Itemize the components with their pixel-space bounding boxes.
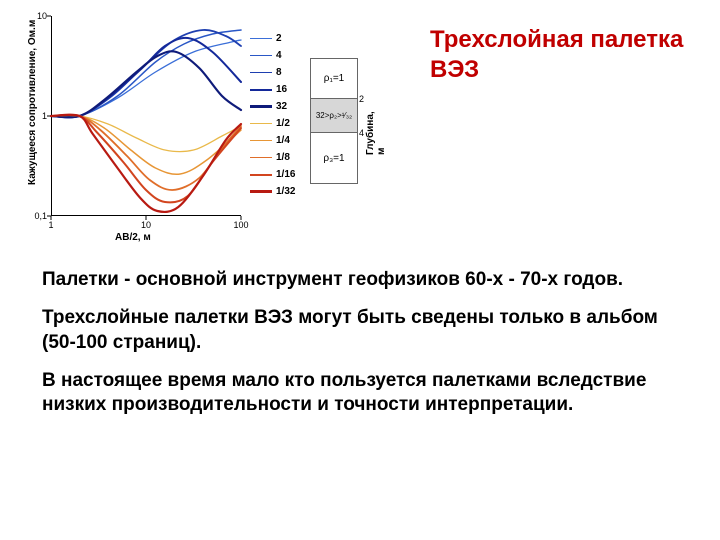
legend-label: 16 — [276, 84, 287, 95]
legend-item: 16 — [250, 81, 296, 98]
legend-item: 1/16 — [250, 166, 296, 183]
legend-item: 1/32 — [250, 183, 296, 200]
legend-label: 1/32 — [276, 186, 295, 197]
depth-tick: 2 — [359, 94, 364, 104]
paragraph-2: Трехслойные палетки ВЭЗ могут быть сведе… — [42, 306, 680, 355]
slide-title: Трехслойная палетка ВЭЗ — [430, 10, 700, 260]
depth-axis-label: Глубина, м — [365, 110, 387, 155]
legend-label: 1/16 — [276, 169, 295, 180]
legend-swatch — [250, 123, 272, 125]
legend-label: 1/8 — [276, 152, 290, 163]
legend-item: 4 — [250, 47, 296, 64]
legend-label: 1/4 — [276, 135, 290, 146]
chart-curves — [51, 16, 241, 216]
legend-item: 1/8 — [250, 149, 296, 166]
legend-swatch — [250, 38, 272, 40]
depth-tick: 4 — [359, 128, 364, 138]
layer-3: ρ₃=1 — [311, 133, 357, 183]
legend-swatch — [250, 174, 272, 176]
legend-label: 8 — [276, 67, 282, 78]
legend-swatch — [250, 89, 272, 91]
x-tick: 100 — [229, 220, 253, 230]
legend-item: 1/2 — [250, 115, 296, 132]
legend-item: 32 — [250, 98, 296, 115]
legend-item: 8 — [250, 64, 296, 81]
x-tick: 10 — [134, 220, 158, 230]
layer-diagram: ρ₁=1 32>ρ₂>¹⁄₃₂ ρ₃=1 — [310, 58, 358, 184]
legend-swatch — [250, 105, 272, 107]
legend-label: 4 — [276, 50, 282, 61]
legend-swatch — [250, 157, 272, 159]
legend-swatch — [250, 140, 272, 142]
paragraph-1: Палетки - основной инструмент геофизиков… — [42, 268, 680, 292]
x-axis-label: АВ/2, м — [115, 232, 151, 243]
legend-swatch — [250, 190, 272, 192]
legend-item: 1/4 — [250, 132, 296, 149]
legend-item: 2 — [250, 30, 296, 47]
paragraph-3: В настоящее время мало кто пользуется па… — [42, 369, 680, 418]
y-axis-label: Кажущееся сопротивление, Ом.м — [27, 20, 38, 185]
layer-1: ρ₁=1 — [311, 59, 357, 99]
legend-swatch — [250, 55, 272, 57]
legend-label: 2 — [276, 33, 282, 44]
x-tick: 1 — [39, 220, 63, 230]
layer-2: 32>ρ₂>¹⁄₃₂ — [311, 99, 357, 133]
legend-swatch — [250, 72, 272, 74]
chart-legend: 2 4 8 16 32 1/2 1/4 1/8 1/16 1/32 — [250, 30, 296, 200]
y-tick: 10 — [29, 11, 47, 21]
ves-chart: Кажущееся сопротивление, Ом.м АВ/2, м 2 4… — [15, 10, 410, 260]
legend-label: 32 — [276, 101, 287, 112]
y-tick: 1 — [29, 111, 47, 121]
legend-label: 1/2 — [276, 118, 290, 129]
